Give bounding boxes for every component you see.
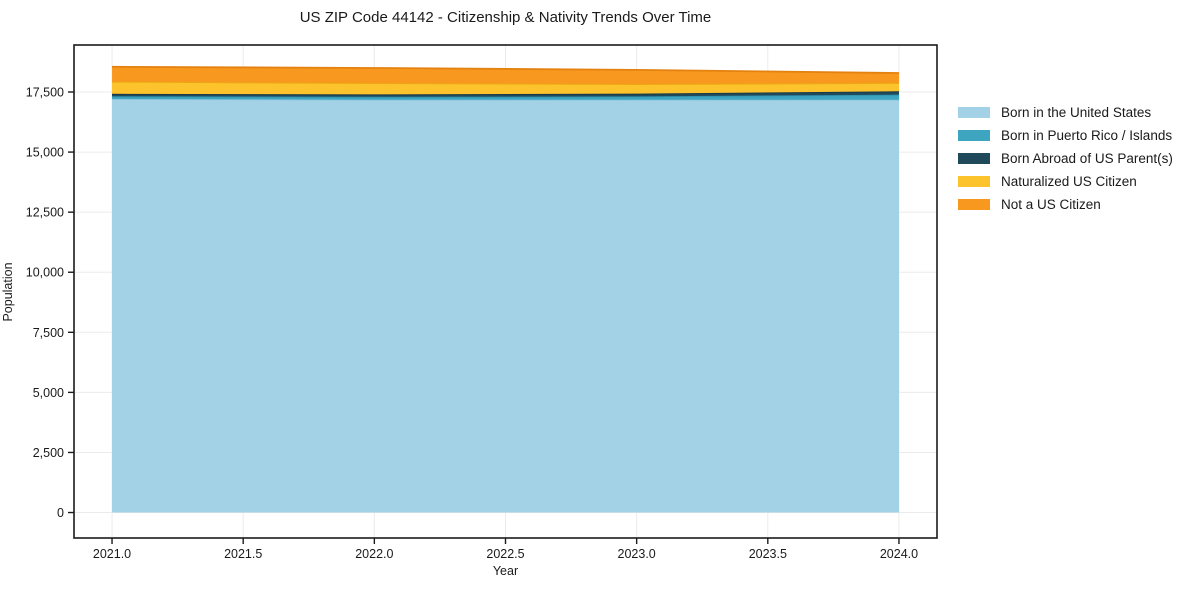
y-tick-label: 7,500 — [33, 326, 64, 340]
x-axis-label: Year — [492, 564, 519, 578]
area-series-3 — [112, 81, 899, 95]
x-tick-label: 2023.5 — [749, 547, 787, 561]
y-tick-label: 2,500 — [33, 446, 64, 460]
area-series-2 — [112, 91, 899, 97]
legend-item-born-abroad: Born Abroad of US Parent(s) — [958, 147, 1173, 170]
x-tick-label: 2021.0 — [93, 547, 131, 561]
area-edge-series-4 — [112, 65, 899, 74]
legend: Born in the United States Born in Puerto… — [958, 101, 1173, 216]
chart-title: US ZIP Code 44142 - Citizenship & Nativi… — [299, 9, 712, 26]
area-series-0 — [112, 98, 899, 513]
legend-item-born-in-us: Born in the United States — [958, 101, 1173, 124]
y-tick-label: 0 — [57, 506, 64, 520]
y-tick-label: 12,500 — [26, 206, 64, 220]
y-tick-label: 10,000 — [26, 266, 64, 280]
legend-label: Naturalized US Citizen — [1001, 174, 1137, 189]
legend-swatch-naturalized-icon — [958, 176, 990, 187]
x-tick-label: 2021.5 — [224, 547, 262, 561]
legend-label: Born in Puerto Rico / Islands — [1001, 128, 1173, 143]
legend-swatch-born-in-puerto-rico-icon — [958, 130, 990, 141]
x-tick-label: 2022.0 — [355, 547, 393, 561]
legend-label: Not a US Citizen — [1001, 197, 1101, 212]
legend-item-born-in-puerto-rico: Born in Puerto Rico / Islands — [958, 124, 1173, 147]
x-tick-label: 2022.5 — [486, 547, 524, 561]
y-axis-label: Population — [1, 262, 15, 322]
legend-swatch-born-abroad-icon — [958, 153, 990, 164]
y-tick-label: 5,000 — [33, 386, 64, 400]
x-tick-label: 2024.0 — [880, 547, 918, 561]
legend-swatch-born-in-us-icon — [958, 107, 990, 118]
y-tick-label: 15,000 — [26, 146, 64, 160]
legend-label: Born Abroad of US Parent(s) — [1001, 151, 1173, 166]
legend-label: Born in the United States — [1001, 105, 1152, 120]
y-tick-label: 17,500 — [26, 86, 64, 100]
legend-item-naturalized: Naturalized US Citizen — [958, 170, 1173, 193]
x-tick-label: 2023.0 — [618, 547, 656, 561]
legend-swatch-not-citizen-icon — [958, 199, 990, 210]
legend-item-not-citizen: Not a US Citizen — [958, 193, 1173, 216]
